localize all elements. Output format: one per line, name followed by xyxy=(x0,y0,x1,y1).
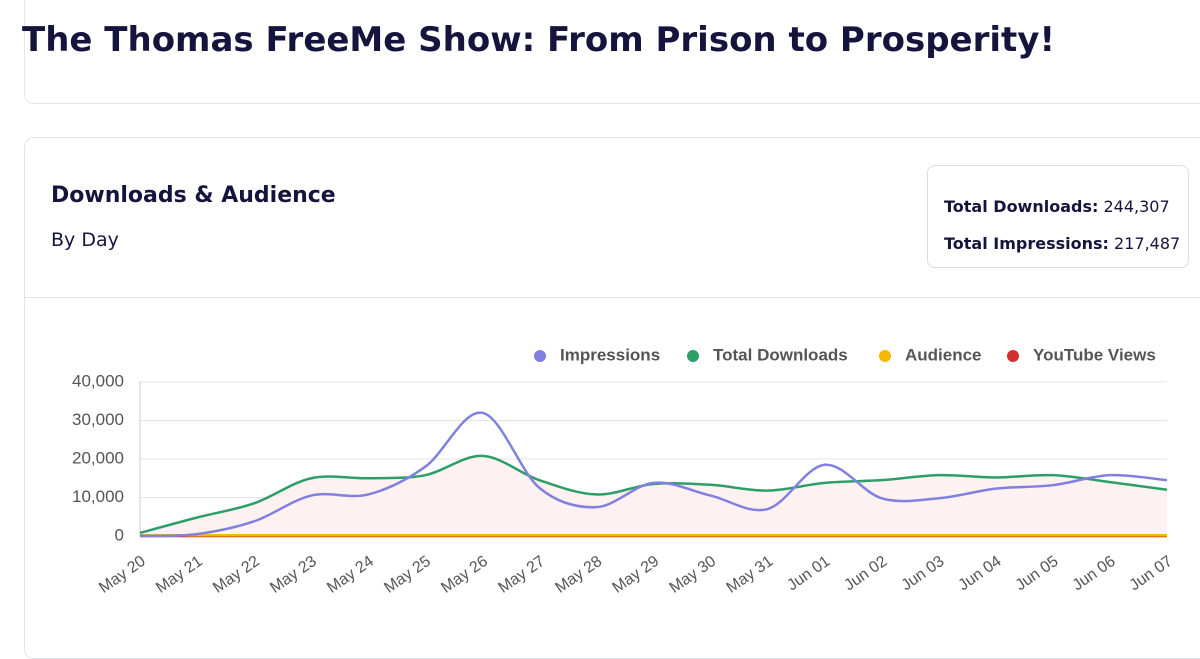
page: The Thomas FreeMe Show: From Prison to P… xyxy=(22,0,1200,659)
totals-box: Total Downloads: 244,307 Total Impressio… xyxy=(927,165,1189,268)
y-tick-label: 0 xyxy=(115,525,124,544)
legend-label: Audience xyxy=(905,345,982,364)
total-label: Total Impressions: xyxy=(944,234,1109,253)
legend-label: Total Downloads xyxy=(713,345,848,364)
total-label: Total Downloads: xyxy=(944,197,1099,216)
y-tick-label: 30,000 xyxy=(72,410,124,429)
x-tick-label: Jun 06 xyxy=(1070,553,1119,595)
x-tick-label: May 25 xyxy=(381,553,434,597)
area xyxy=(140,455,1167,536)
x-tick-label: Jun 07 xyxy=(1127,553,1176,595)
y-tick-label: 40,000 xyxy=(72,371,124,390)
y-tick-label: 10,000 xyxy=(72,487,124,506)
x-tick-label: Jun 02 xyxy=(841,553,890,595)
header-card xyxy=(24,0,1200,104)
x-tick-label: Jun 04 xyxy=(955,553,1004,595)
total-row: Total Downloads: 244,307 xyxy=(944,188,1188,225)
x-tick-label: May 29 xyxy=(609,553,662,597)
x-tick-label: Jun 05 xyxy=(1012,553,1061,595)
series-line xyxy=(139,411,1168,538)
x-tick-label: May 20 xyxy=(96,553,149,597)
x-tick-label: May 24 xyxy=(324,553,377,597)
legend-label: YouTube Views xyxy=(1033,345,1156,364)
page-title: The Thomas FreeMe Show: From Prison to P… xyxy=(22,20,1055,60)
x-tick-label: May 28 xyxy=(552,553,605,597)
legend-marker xyxy=(687,350,699,362)
x-tick-label: May 30 xyxy=(667,553,720,597)
x-tick-label: May 27 xyxy=(495,553,548,597)
divider xyxy=(24,297,1200,298)
x-tick-label: May 21 xyxy=(153,553,206,597)
x-tick-label: May 31 xyxy=(724,553,777,597)
legend-marker xyxy=(879,350,891,362)
legend-marker xyxy=(1007,350,1019,362)
x-tick-label: May 26 xyxy=(438,553,491,597)
legend-marker xyxy=(534,350,546,362)
legend-label: Impressions xyxy=(560,345,660,364)
x-tick-label: May 22 xyxy=(210,553,263,597)
total-row: Total Impressions: 217,487 xyxy=(944,225,1188,262)
x-tick-label: Jun 01 xyxy=(784,553,833,595)
x-tick-label: Jun 03 xyxy=(898,553,947,595)
y-tick-label: 20,000 xyxy=(72,448,124,467)
x-tick-label: May 23 xyxy=(267,553,320,597)
total-value: 217,487 xyxy=(1114,234,1181,253)
card-subtitle: By Day xyxy=(51,229,119,251)
card-title: Downloads & Audience xyxy=(51,183,336,208)
total-value: 244,307 xyxy=(1103,197,1170,216)
